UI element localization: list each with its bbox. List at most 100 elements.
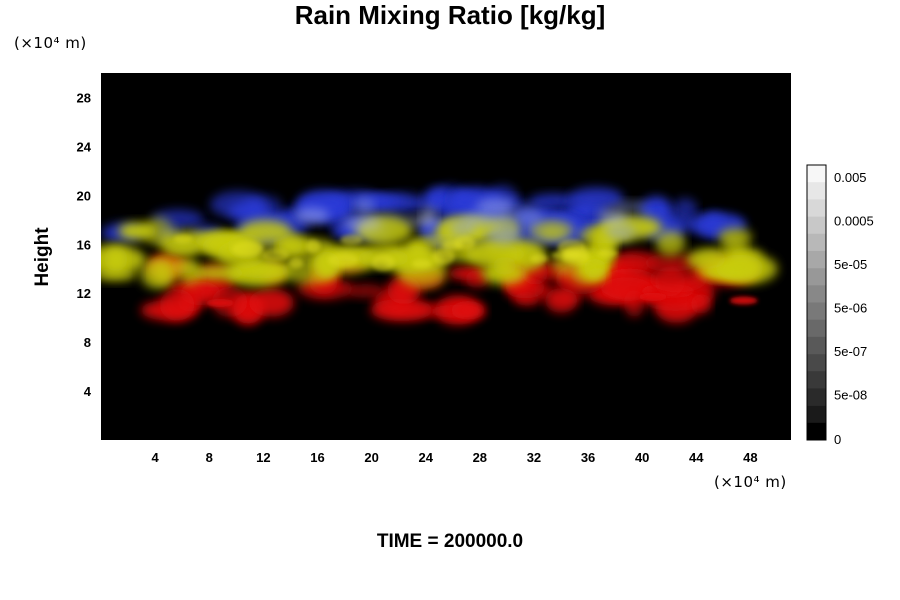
rain-blob (370, 298, 433, 322)
rain-blob (190, 265, 245, 281)
rain-blob (442, 240, 463, 251)
rain-blob (492, 257, 517, 275)
colorbar-segment (807, 336, 826, 355)
colorbar-label: 5e-08 (834, 388, 867, 403)
x-tick-label: 40 (635, 450, 649, 465)
rain-blob (649, 265, 708, 293)
colorbar-segment (807, 165, 826, 183)
colorbar-label: 5e-06 (834, 301, 867, 316)
x-axis-unit: (×10⁴ m) (714, 473, 787, 491)
colorbar-label: 5e-05 (834, 257, 867, 272)
chart-title: Rain Mixing Ratio [kg/kg] (294, 0, 606, 30)
rain-blob (512, 206, 543, 226)
time-label: TIME = 200000.0 (376, 531, 524, 552)
y-axis: 4 8 12 16 20 24 28 (77, 90, 92, 399)
colorbar-segment (807, 250, 826, 269)
x-tick-label: 16 (310, 450, 324, 465)
colorbar-segment (807, 388, 826, 406)
x-tick-label: 48 (743, 450, 757, 465)
rain-blob (597, 249, 618, 258)
rain-blob (691, 294, 712, 314)
rain-blob (162, 241, 201, 257)
colorbar-segment (807, 354, 826, 372)
rain-blob (487, 223, 519, 245)
rain-blob (261, 248, 290, 263)
rain-blob (104, 247, 128, 271)
rain-blob (450, 301, 486, 320)
colorbar-segment (807, 268, 826, 286)
rain-blob (568, 187, 624, 209)
rain-blob (483, 212, 513, 224)
rain-blob (248, 288, 294, 317)
rain-blob (655, 230, 686, 256)
y-tick-label: 24 (77, 139, 92, 154)
rain-blob (289, 257, 303, 269)
rain-blob (562, 250, 590, 266)
rain-blob (672, 197, 698, 222)
colorbar-segment (807, 405, 826, 424)
x-tick-label: 24 (418, 450, 433, 465)
rain-blob (231, 241, 263, 257)
rain-blob (605, 222, 637, 241)
colorbar-segment (807, 233, 826, 252)
rain-blob (140, 258, 174, 289)
x-tick-label: 4 (152, 450, 160, 465)
x-axis: 4 8 12 16 20 24 28 32 36 40 44 48 (152, 450, 758, 465)
x-tick-label: 32 (527, 450, 541, 465)
colorbar-frame (806, 164, 827, 441)
rain-blob (476, 198, 516, 214)
rain-blob (170, 258, 199, 274)
rain-blob (101, 268, 137, 282)
x-tick-label: 36 (581, 450, 595, 465)
rain-blob (143, 217, 174, 247)
colorbar-label: 5e-07 (834, 344, 867, 359)
rain-blob (685, 249, 726, 269)
y-tick-label: 20 (77, 188, 91, 203)
colorbar-segment (807, 199, 826, 217)
rain-blob (206, 298, 235, 307)
rain-blob (306, 239, 321, 254)
y-tick-label: 4 (84, 384, 92, 399)
rain-blob (464, 210, 492, 229)
rain-blob (545, 288, 578, 313)
x-tick-label: 44 (689, 450, 704, 465)
x-tick-label: 28 (473, 450, 487, 465)
rain-blob (342, 215, 382, 232)
rain-blob (173, 234, 193, 244)
rain-blob (345, 284, 385, 298)
y-tick-label: 16 (77, 237, 91, 252)
colorbar-segment (807, 285, 826, 303)
rain-blob (639, 292, 667, 301)
colorbar-segment (807, 319, 826, 338)
colorbar-segment (807, 371, 826, 389)
rain-blob (587, 268, 608, 282)
rain-blob (528, 193, 579, 209)
rain-blob (327, 253, 359, 267)
x-tick-label: 20 (364, 450, 378, 465)
y-tick-label: 8 (84, 335, 91, 350)
rain-blob (371, 254, 395, 272)
rain-blob (210, 191, 267, 219)
y-tick-label: 12 (77, 286, 91, 301)
rain-blob (608, 254, 650, 275)
rain-blob (597, 206, 627, 225)
rain-blob (715, 254, 764, 281)
rain-blob (600, 277, 654, 301)
colorbar-segment (807, 216, 826, 235)
rain-blob (118, 222, 157, 240)
rain-blob (614, 200, 648, 212)
rain-blob (406, 215, 437, 227)
rain-blob (527, 219, 575, 240)
rain-blob (644, 253, 698, 272)
x-tick-label: 12 (256, 450, 270, 465)
colorbar: 0.005 0.0005 5e-05 5e-06 5e-07 5e-08 0 (806, 164, 874, 447)
rain-blob (449, 195, 479, 210)
rain-field (101, 185, 778, 325)
rain-blob (340, 234, 363, 245)
rain-blob (432, 248, 455, 265)
colorbar-segment (807, 422, 826, 441)
rain-blob (159, 289, 195, 321)
colorbar-label: 0.005 (834, 170, 867, 185)
rain-blob (294, 207, 330, 224)
